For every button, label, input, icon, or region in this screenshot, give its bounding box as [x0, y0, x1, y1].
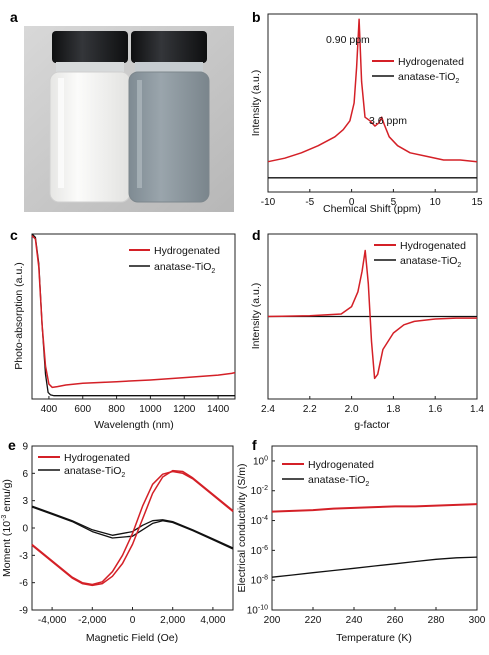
chart-c-series-hydrogenated — [31, 235, 236, 389]
gray-powder-vial-icon — [128, 31, 210, 203]
chart-e-ytick-label: 3 — [22, 496, 28, 507]
chart-b-xlabel: Chemical Shift (ppm) — [323, 203, 421, 215]
chart-c-legend-hydrogenated: Hydrogenated — [154, 245, 220, 257]
chart-e-series-hydrogenated-down — [31, 469, 234, 587]
vials-photo — [24, 26, 234, 212]
chart-e-legend: Hydrogenated anatase-TiO2 — [38, 452, 130, 479]
chart-d-legend-hydrogenated: Hydrogenated — [400, 240, 466, 252]
panel-label-c: c — [10, 227, 18, 243]
chart-c-xlabel: Wavelength (nm) — [94, 419, 174, 431]
chart-f-ytick-label: 10-6 — [251, 545, 268, 557]
chart-f-xtick-label: 240 — [346, 615, 363, 626]
chart-e: -4,000 -2,000 0 2,000 4,000 -9 -6 -3 0 3 6 9 Magnet… — [1, 442, 234, 644]
chart-b-xtick-label: -5 — [305, 197, 314, 208]
chart-d-xtick-label: 2.0 — [345, 404, 359, 415]
chart-b-legend: Hydrogenated anatase-TiO2 — [372, 56, 464, 85]
chart-b-xtick-label: 15 — [471, 197, 483, 208]
chart-e-series-anatase-up — [31, 505, 234, 549]
chart-c-ylabel: Photo-absorption (a.u.) — [13, 262, 25, 369]
chart-d-xtick-label: 2.2 — [303, 404, 317, 415]
chart-f-frame — [271, 445, 478, 611]
chart-e-ytick-label: -9 — [19, 606, 28, 617]
chart-b-ylabel: Intensity (a.u.) — [250, 70, 262, 137]
chart-e-xlabel: Magnetic Field (Oe) — [86, 632, 178, 644]
chart-e-ytick-label: 9 — [22, 442, 28, 453]
chart-f-series-anatase — [271, 556, 478, 578]
chart-d-xtick-label: 1.8 — [386, 404, 400, 415]
chart-b-xtick-label: 10 — [430, 197, 442, 208]
chart-c-xtick-label: 1200 — [173, 404, 196, 415]
chart-b-legend-anatase: anatase-TiO2 — [398, 71, 459, 85]
chart-b-legend-hydrogenated: Hydrogenated — [398, 56, 464, 68]
chart-f-ytick-label: 10-10 — [247, 605, 268, 617]
chart-f-ylabel: Electrical conductivity (S/m) — [236, 464, 248, 593]
chart-e-legend-hydrogenated: Hydrogenated — [64, 452, 130, 464]
chart-f-ytick-label: 10-4 — [251, 515, 268, 527]
chart-b: -10 -5 0 5 10 15 Chemical Shift (ppm) Intensi… — [250, 13, 483, 215]
chart-f-legend: Hydrogenated anatase-TiO2 — [282, 459, 374, 488]
chart-f-xtick-label: 260 — [387, 615, 404, 626]
chart-e-ytick-label: 0 — [22, 524, 28, 535]
chart-d: 2.4 2.2 2.0 1.8 1.6 1.4 g-factor Intensity (a… — [250, 233, 484, 431]
panel-label-a: a — [10, 9, 18, 25]
chart-c-xtick-label: 600 — [74, 404, 91, 415]
chart-f-series-hydrogenated — [271, 503, 478, 513]
chart-f-xtick-label: 280 — [428, 615, 445, 626]
chart-c-xtick-label: 1400 — [207, 404, 230, 415]
white-powder-vial-icon — [49, 31, 131, 203]
chart-f-ytick-label: 10-2 — [251, 485, 268, 497]
chart-f: 200 220 240 260 280 300 100 10-2 10-4 10-6 10-8 10-… — [236, 445, 486, 644]
panel-label-e: e — [8, 437, 16, 453]
chart-e-ylabel: Moment (10-3 emu/g) — [1, 479, 13, 577]
chart-f-xtick-label: 300 — [469, 615, 486, 626]
chart-f-legend-anatase: anatase-TiO2 — [308, 474, 369, 488]
chart-d-xlabel: g-factor — [354, 419, 390, 431]
chart-e-xtick-label: 2,000 — [160, 615, 185, 626]
chart-e-ytick-label: -3 — [19, 551, 28, 562]
chart-d-series-hydrogenated — [267, 249, 477, 380]
chart-b-series-hydrogenated — [267, 18, 478, 163]
panel-label-d: d — [252, 227, 261, 243]
panel-label-b: b — [252, 9, 261, 25]
chart-c-xtick-label: 400 — [41, 404, 58, 415]
chart-e-frame — [31, 445, 234, 611]
chart-d-xtick-label: 2.4 — [261, 404, 275, 415]
chart-e-series-hydrogenated-up — [31, 470, 234, 586]
chart-e-xtick-label: -2,000 — [78, 615, 107, 626]
chart-b-annotation-36: 3.6 ppm — [369, 115, 407, 127]
chart-b-xtick-label: -10 — [261, 197, 276, 208]
chart-f-ytick-label: 10-8 — [251, 575, 268, 587]
chart-e-xtick-label: 0 — [130, 615, 136, 626]
chart-d-legend: Hydrogenated anatase-TiO2 — [374, 240, 466, 269]
chart-e-ytick-label: 6 — [22, 469, 28, 480]
chart-b-annotation-090: 0.90 ppm — [326, 34, 370, 46]
chart-c: 400 600 800 1000 1200 1400 Wavelength (nm) Ph… — [13, 233, 236, 431]
chart-f-xlabel: Temperature (K) — [336, 632, 412, 644]
chart-d-xtick-label: 1.6 — [428, 404, 442, 415]
chart-f-xtick-label: 200 — [264, 615, 281, 626]
chart-e-xtick-label: 4,000 — [200, 615, 225, 626]
chart-c-series-anatase — [31, 233, 235, 397]
chart-b-xtick-label: 0 — [349, 197, 355, 208]
chart-e-xtick-label: -4,000 — [38, 615, 67, 626]
chart-c-xtick-label: 1000 — [139, 404, 162, 415]
chart-c-xtick-label: 800 — [108, 404, 125, 415]
panel-label-f: f — [252, 437, 257, 453]
chart-f-legend-hydrogenated: Hydrogenated — [308, 459, 374, 471]
chart-e-ytick-label: -6 — [19, 578, 28, 589]
chart-d-xtick-label: 1.4 — [470, 404, 484, 415]
chart-c-legend: Hydrogenated anatase-TiO2 — [129, 245, 220, 275]
chart-f-ytick-label: 100 — [253, 455, 268, 467]
chart-b-xtick-label: 5 — [391, 197, 397, 208]
chart-f-xtick-label: 220 — [305, 615, 322, 626]
chart-c-frame — [31, 233, 236, 400]
chart-c-legend-anatase: anatase-TiO2 — [154, 261, 215, 275]
chart-d-legend-anatase: anatase-TiO2 — [400, 255, 461, 269]
chart-e-legend-anatase: anatase-TiO2 — [64, 465, 125, 479]
chart-e-series-anatase-down — [31, 506, 234, 550]
chart-d-ylabel: Intensity (a.u.) — [250, 283, 262, 350]
chart-b-frame — [267, 13, 478, 193]
